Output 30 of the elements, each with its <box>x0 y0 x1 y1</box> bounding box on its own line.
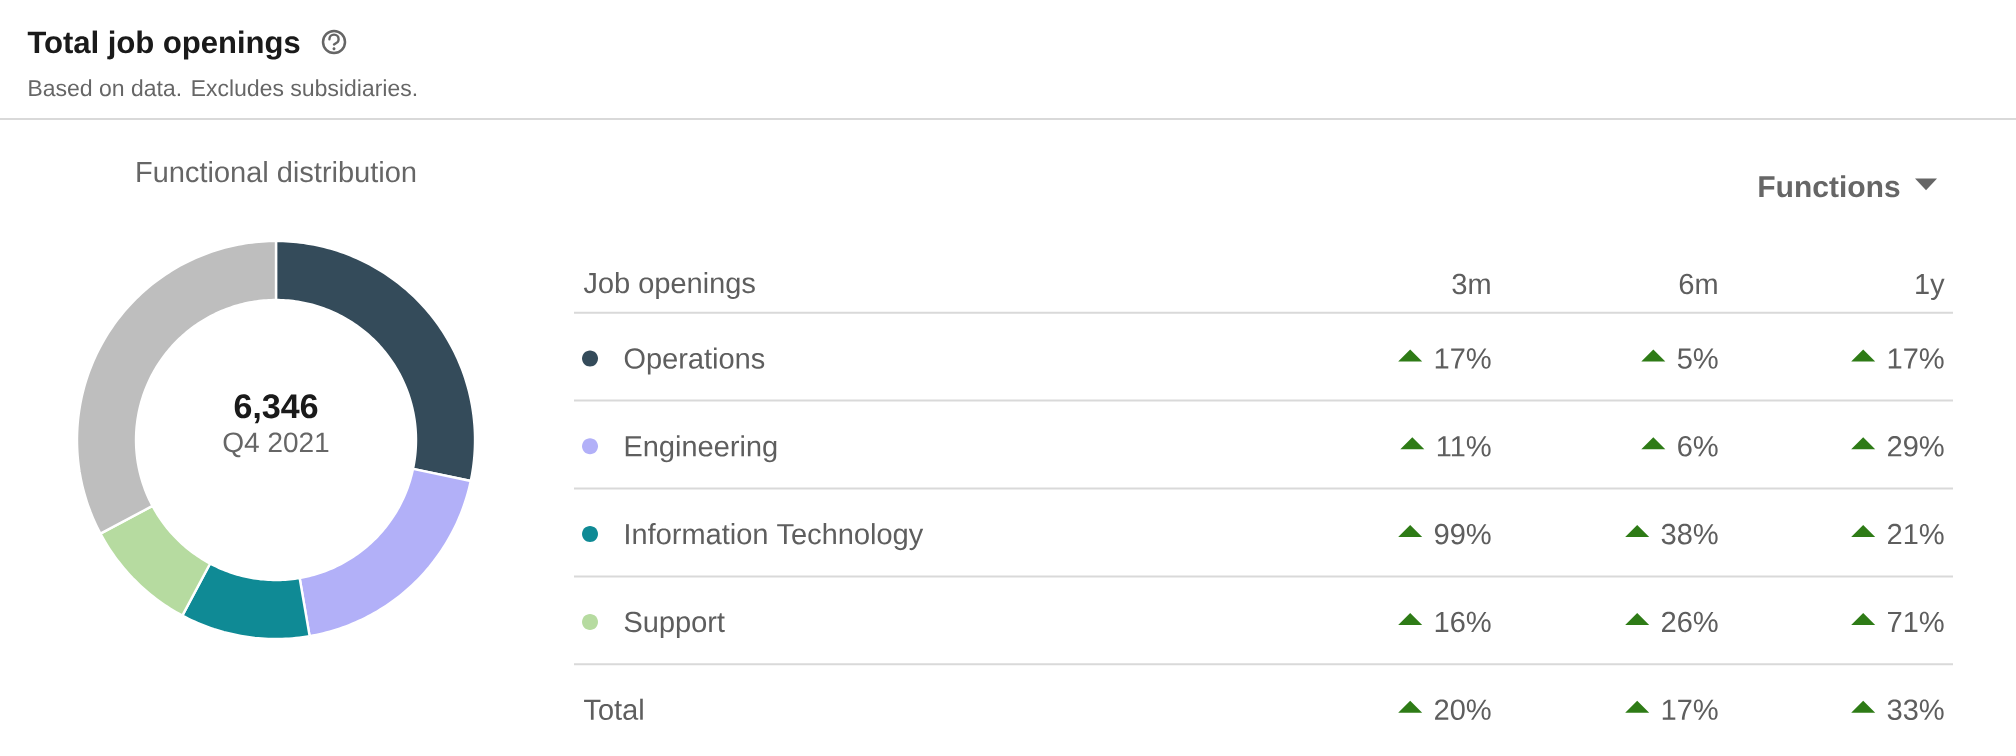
text: 99% <box>1434 523 1491 545</box>
text: 17% <box>1435 348 1491 369</box>
text: 29% <box>1888 436 1944 457</box>
text: 33% <box>1887 699 1944 720</box>
text: 6,346 <box>234 394 318 424</box>
text: 20% <box>1435 699 1491 720</box>
text: Total <box>584 698 643 720</box>
text: 11% <box>1437 436 1491 457</box>
text: 17% <box>1662 699 1718 720</box>
text: 26% <box>1662 611 1718 633</box>
legend-title: Job openings <box>583 271 755 300</box>
text: 3m <box>1452 273 1490 295</box>
text: 6m <box>1679 273 1717 295</box>
text: 38% <box>1661 523 1718 545</box>
text: 1y <box>1916 274 1945 301</box>
text: 6% <box>1678 436 1718 457</box>
text: Total job openings <box>27 30 300 60</box>
text: 5% <box>1677 348 1718 369</box>
text: 16% <box>1435 611 1491 633</box>
text: 71% <box>1888 611 1944 633</box>
legend-label: Support <box>624 611 725 638</box>
text: Functions <box>1759 175 1900 198</box>
legend-label: Information Technology <box>626 523 924 551</box>
legend-label: Engineering <box>625 435 777 463</box>
legend-label: Operations <box>624 347 765 375</box>
chart-title: Functional distribution <box>137 160 416 183</box>
text: 21% <box>1888 523 1944 545</box>
text: 17% <box>1888 348 1944 369</box>
text: Q4 2021 <box>223 432 329 458</box>
text: Based on data. Excludes subsidiaries. <box>29 79 417 97</box>
